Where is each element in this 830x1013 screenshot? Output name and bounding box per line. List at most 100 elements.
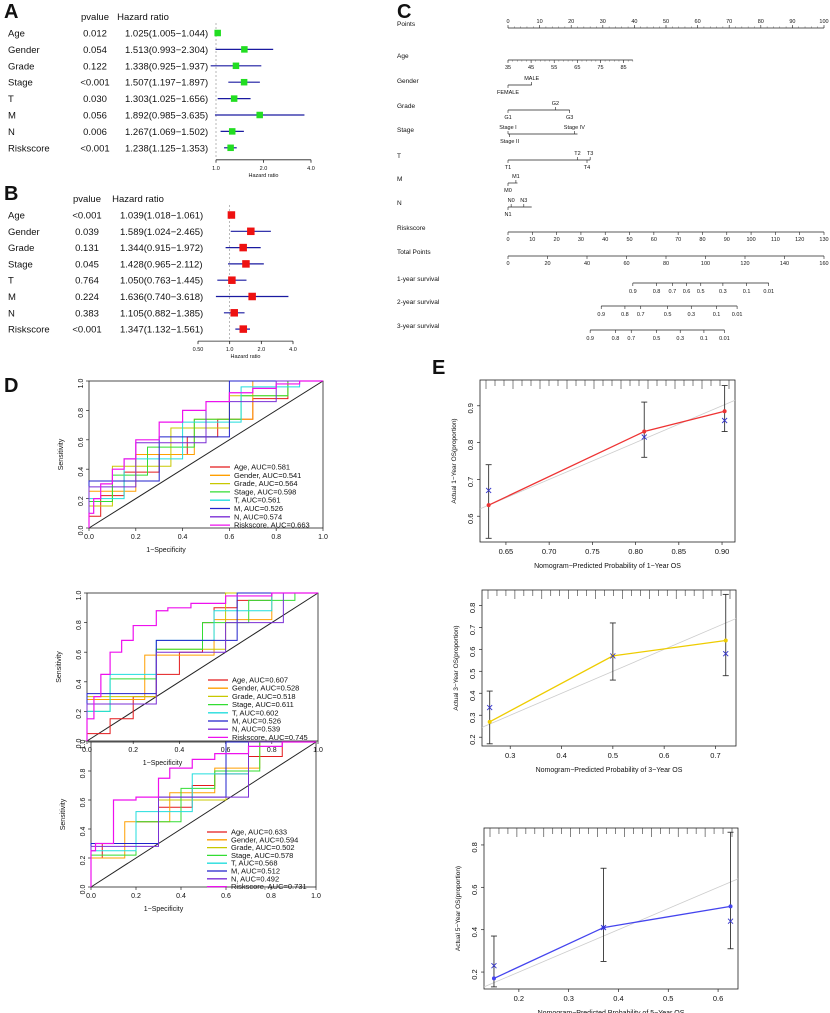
roc-legend-entry: Gender, AUC=0.528 (232, 684, 299, 693)
roc-x-tick-label: 0.0 (86, 893, 96, 900)
roc-x-tick-label: 0.2 (128, 747, 138, 754)
panel-label-B: B (4, 183, 18, 205)
calibration-y-tick-label: 0.5 (468, 669, 477, 679)
calibration-y-tick-label: 0.6 (466, 514, 475, 524)
roc-legend-entry: Grade, AUC=0.518 (232, 692, 296, 701)
nomogram-tick-label: 0.01 (732, 312, 743, 318)
calibration-corrected-mark (485, 487, 492, 494)
roc-y-tick-label: 0.0 (78, 526, 85, 536)
calibration-point (722, 409, 727, 414)
calibration-y-tick-label: 0.6 (470, 885, 479, 895)
panel-label-E: E (432, 357, 445, 379)
nomogram-tick-label: 130 (819, 237, 828, 243)
forest-a-row-hr: 1.507(1.197−1.897) (125, 78, 208, 89)
nomogram-row-label: Grade (397, 103, 415, 110)
forest-a-hr-marker (240, 78, 248, 86)
calibration-y-tick-label: 0.8 (470, 842, 479, 852)
roc-legend-entry: Grade, AUC=0.564 (234, 479, 298, 488)
calibration-x-tick-label: 0.80 (628, 547, 643, 556)
nomogram-row-label: Age (397, 53, 409, 60)
roc-panel-2: 0.00.00.20.20.40.40.60.60.80.81.01.01−Sp… (56, 591, 323, 767)
forest-b-row-label: M (8, 292, 16, 303)
nomogram-tick-label: 100 (746, 237, 755, 243)
calibration-x-tick-label: 0.90 (715, 547, 730, 556)
nomogram-tick-label: 120 (740, 261, 749, 267)
roc-x-tick-label: 0.4 (176, 893, 186, 900)
calibration-y-tick-label: 0.6 (468, 647, 477, 657)
calibration-x-tick-label: 0.3 (563, 994, 573, 1003)
forest-a-row-hr: 1.238(1.125−1.353) (125, 143, 208, 154)
calibration-corrected-mark (722, 650, 729, 657)
forest-b-hr-marker (242, 260, 250, 268)
calibration-corrected-mark (600, 924, 607, 931)
nomogram-tick-label: 0.8 (653, 289, 661, 295)
forest-a-row-label: T (8, 94, 14, 105)
roc-panel-1: 0.00.0 0.2 0.2 0.4 0.4 0.6 0.6 0.8 0.8 1.0 1.0 1−Sp… (58, 379, 328, 554)
calibration-y-tick-label: 0.7 (468, 625, 477, 635)
roc-legend-entry: N, AUC=0.574 (234, 512, 282, 521)
forest-b-axis-title: Hazard ratio (231, 354, 261, 360)
roc-curve-stage (90, 741, 316, 887)
nomogram-tick-label: 10 (529, 237, 535, 243)
forest-b-row-hr: 1.347(1.132−1.561) (120, 325, 203, 336)
calibration-y-tick-label: 0.9 (466, 403, 475, 413)
nomogram-tick-label: 0.8 (621, 312, 629, 318)
nomogram-tick-label: 90 (789, 19, 795, 25)
forest-a-row-pvalue: 0.030 (83, 94, 107, 105)
forest-a-row-pvalue: 0.012 (83, 29, 107, 40)
calibration-panel-3: 0.2 0.3 0.4 0.5 0.6 0.2 0.4 0.6 0.8 Nomogram−Pred… (455, 827, 739, 1013)
calibration-point (723, 638, 728, 643)
roc-curve-m (86, 592, 318, 741)
nomogram-row-label: 1-year survival (397, 276, 440, 283)
calibration-y-tick-label: 0.2 (470, 969, 479, 979)
roc-y-tick-label: 0.4 (76, 679, 83, 689)
roc-x-tick-label: 1.0 (318, 534, 328, 541)
roc-legend-entry: Age, AUC=0.581 (234, 463, 290, 472)
calibration-plot-frame (479, 379, 736, 543)
nomogram-tick-label: 90 (724, 237, 730, 243)
calibration-corrected-mark (727, 918, 734, 925)
roc-legend-entry: Gender, AUC=0.541 (234, 471, 301, 480)
nomogram-row-label: N (397, 200, 402, 207)
nomogram-category-label: FEMALE (497, 90, 519, 96)
calibration-x-tick-label: 0.6 (659, 751, 669, 760)
forest-a-axis-tick-label: 4.0 (307, 166, 315, 172)
calibration-y-axis-label: Actual 1−Year OS(proportion) (451, 418, 458, 503)
roc-x-axis-label: 1−Specificity (146, 547, 186, 554)
forest-b-hr-marker (228, 276, 236, 284)
nomogram-category-label: N0 (508, 198, 515, 204)
roc-y-tick-label: 0.6 (80, 798, 87, 808)
forest-a-row-hr: 1.303(1.025−1.656) (125, 94, 208, 105)
nomogram-tick-label: 40 (584, 261, 590, 267)
nomogram-category-label: T4 (584, 165, 590, 171)
nomogram-tick-label: 120 (795, 237, 804, 243)
forest-a-row-hr: 1.513(0.993−2.304) (125, 45, 208, 56)
calibration-corrected-mark (721, 417, 728, 424)
roc-legend-entry: M, AUC=0.512 (231, 867, 280, 876)
forest-a-row-pvalue: 0.056 (83, 111, 107, 122)
roc-legend-entry: T, AUC=0.602 (232, 708, 279, 717)
forest-b-row-label: Stage (8, 259, 33, 270)
nomogram-tick-label: 0.8 (612, 336, 620, 342)
forest-a-row-label: N (8, 127, 15, 138)
roc-y-axis-label: Sensitivity (60, 798, 67, 830)
nomogram-tick-label: 0.9 (597, 312, 605, 318)
roc-legend-entry: Riskscore, AUC=0.663 (234, 521, 310, 530)
nomogram-tick-label: 55 (551, 65, 557, 71)
roc-y-tick-label: 0.2 (80, 856, 87, 866)
roc-x-tick-label: 0.0 (82, 747, 92, 754)
roc-curve-gender (88, 380, 323, 528)
forest-b-axis-tick-label: 2.0 (258, 347, 266, 353)
nomogram-tick-label: 30 (578, 237, 584, 243)
nomogram-tick-label: 60 (623, 261, 629, 267)
roc-x-tick-label: 0.2 (131, 893, 141, 900)
forest-a-row-label: Riskscore (8, 143, 50, 154)
nomogram-category-label: Stage I (499, 125, 517, 131)
panel-label-A: A (4, 1, 18, 23)
roc-x-tick-label: 0.8 (271, 534, 281, 541)
roc-legend-entry: Age, AUC=0.633 (231, 828, 287, 837)
forest-b-row-pvalue: 0.383 (75, 308, 99, 319)
nomogram-tick-label: 160 (819, 261, 828, 267)
nomogram-tick-label: 40 (602, 237, 608, 243)
